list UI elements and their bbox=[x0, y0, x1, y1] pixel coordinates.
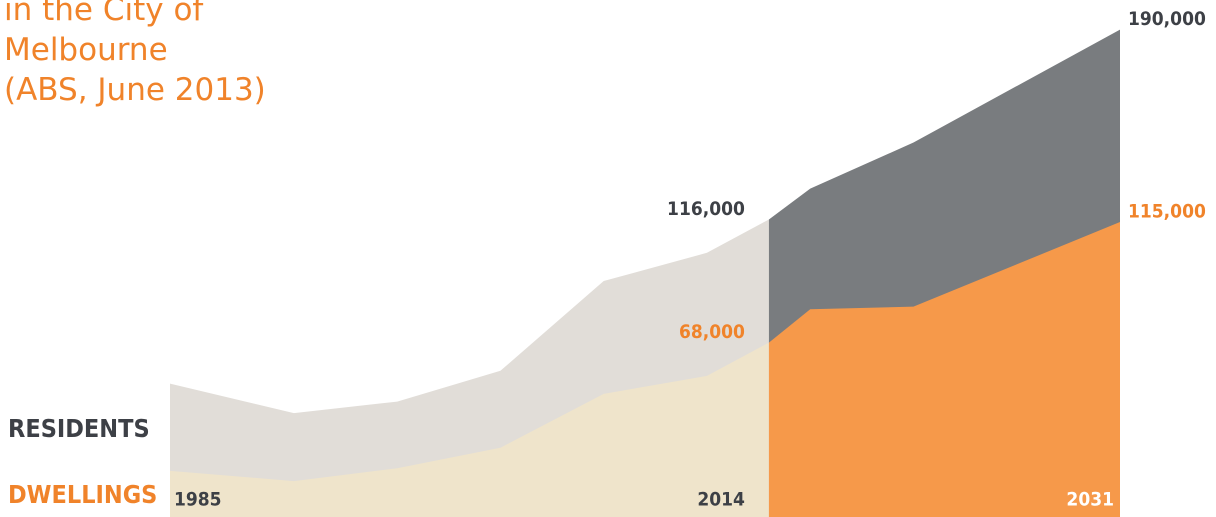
area bbox=[768, 222, 1120, 517]
legend-label: DWELLINGS bbox=[8, 480, 157, 509]
value-label: 190,000 bbox=[1128, 8, 1206, 30]
x-tick-label: 2031 bbox=[1066, 489, 1114, 511]
value-label: 116,000 bbox=[667, 198, 745, 220]
x-tick-label: 1985 bbox=[174, 489, 222, 511]
x-tick-label: 2014 bbox=[697, 489, 745, 511]
value-label: 115,000 bbox=[1128, 201, 1206, 223]
value-label: 68,000 bbox=[679, 321, 745, 343]
area bbox=[170, 342, 769, 517]
chart-title: (ABS, June 2013) bbox=[4, 72, 266, 108]
chart-title: in the City of bbox=[4, 0, 204, 28]
chart-title: Melbourne bbox=[4, 32, 168, 68]
legend-label: RESIDENTS bbox=[8, 414, 150, 443]
